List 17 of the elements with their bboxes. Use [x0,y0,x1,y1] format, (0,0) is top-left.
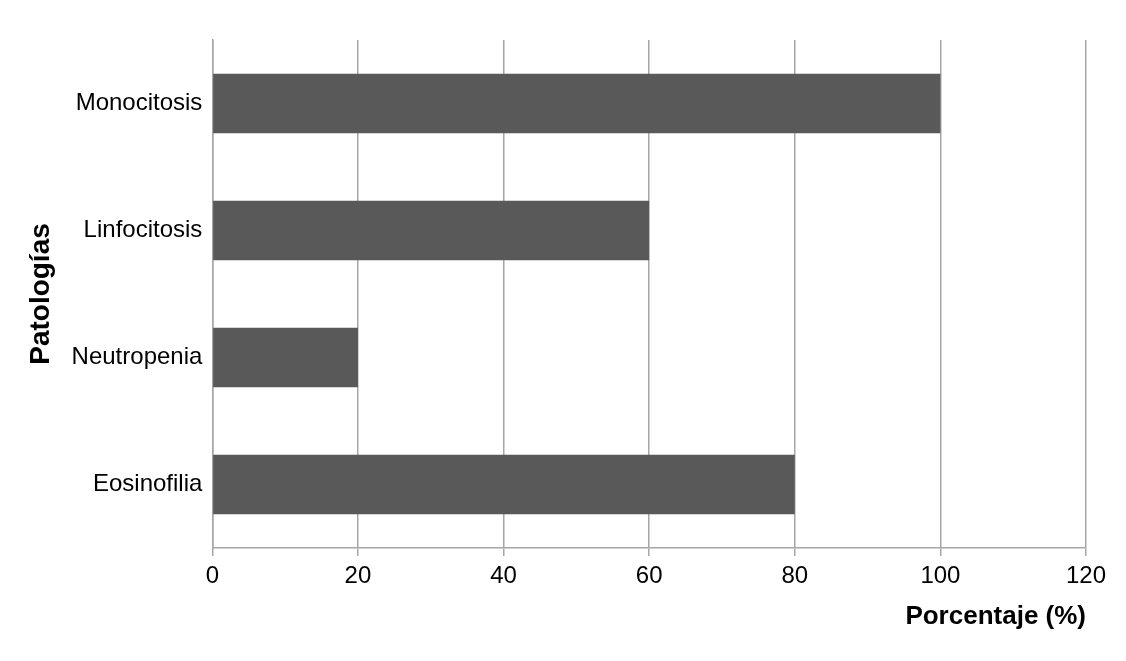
x-tick-label: 40 [490,561,517,589]
x-tick-label: 80 [781,561,809,589]
y-tick-label: Monocitosis [75,88,203,116]
x-tick-label: 120 [1065,561,1107,589]
y-axis-title: Patologías [23,223,55,365]
bar [213,73,941,134]
bar [213,327,358,388]
x-axis-title: Porcentaje (%) [905,599,1086,630]
y-tick-label: Eosinofilia [92,469,203,497]
y-tick-label: Linfocitosis [83,215,203,243]
x-tick-label: 60 [635,561,663,589]
x-tick-label: 0 [205,561,220,589]
x-tick-label: 20 [344,561,372,589]
bar [213,454,795,515]
bar [213,200,650,261]
x-tick-label: 100 [920,561,961,589]
y-tick-label: Neutropenia [71,342,203,370]
